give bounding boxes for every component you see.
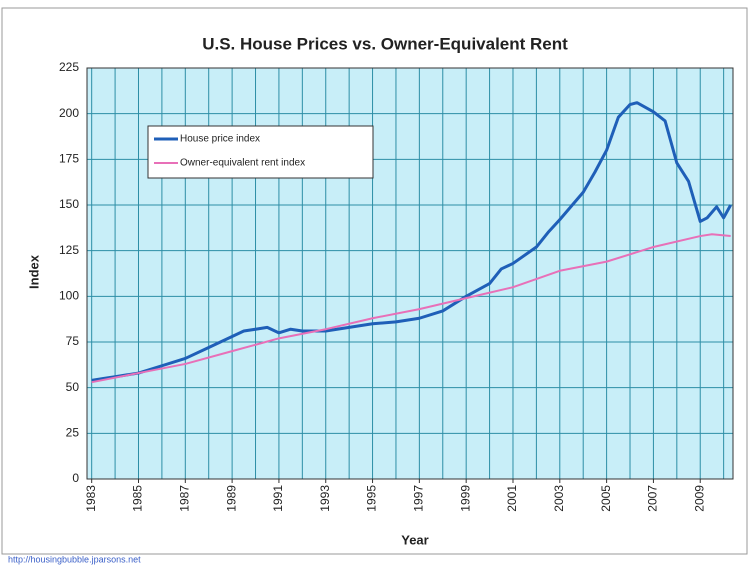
x-tick-label: 1997	[412, 485, 426, 512]
x-tick-label: 1995	[365, 485, 379, 512]
legend-label: Owner-equivalent rent index	[180, 158, 305, 169]
y-axis-label: Index	[26, 254, 41, 289]
plot-frame	[86, 67, 734, 480]
y-tick-label: 225	[59, 60, 79, 74]
source: http://housingbubble.jparsons.net	[8, 554, 141, 564]
y-tick-label: 150	[59, 197, 79, 211]
y-tick-label: 125	[59, 243, 79, 257]
y-tick-label: 75	[66, 334, 80, 348]
series-line	[91, 101, 732, 382]
x-tick-label: 1999	[458, 485, 472, 512]
legend-box	[147, 125, 374, 179]
y-tick-label: 100	[59, 289, 79, 303]
y-tick-label: 175	[59, 152, 79, 166]
x-tick-label: 2001	[505, 485, 519, 512]
y-tick-label: 25	[66, 426, 80, 440]
x-tick-label: 1993	[318, 485, 332, 512]
x-tick-label: 1987	[177, 485, 191, 512]
x-tick-label: 1989	[224, 485, 238, 512]
series-line	[91, 233, 731, 384]
x-tick-label: 1985	[131, 485, 145, 512]
x-tick-label: 2007	[646, 485, 660, 512]
chart-title: U.S. House Prices vs. Owner-Equivalent R…	[202, 34, 568, 53]
x-tick-label: 2009	[692, 485, 706, 512]
y-tick-label: 50	[66, 380, 80, 394]
x-axis-label: Year	[401, 532, 428, 547]
x-tick-label: 2005	[599, 485, 613, 512]
x-tick-label: 1991	[271, 485, 285, 512]
x-tick-label: 1983	[84, 485, 98, 512]
y-tick-label: 200	[59, 106, 79, 120]
legend-label: House price index	[180, 134, 260, 145]
y-tick-label: 0	[72, 471, 79, 485]
x-tick-label: 2003	[552, 485, 566, 512]
